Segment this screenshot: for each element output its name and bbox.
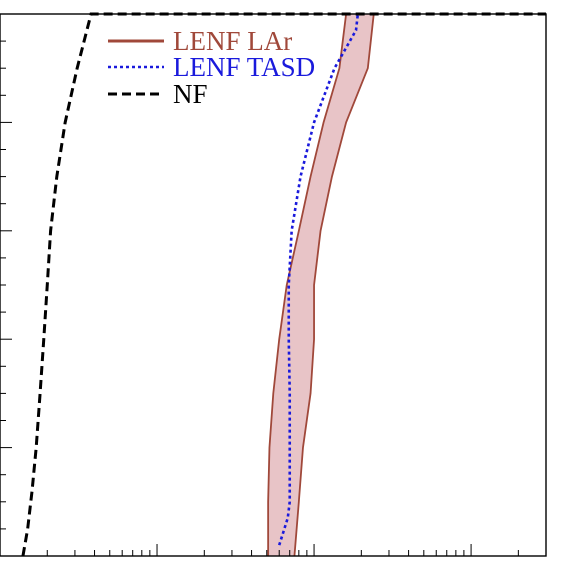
ticks-layer bbox=[0, 13, 547, 557]
series-line-lenf-tasd bbox=[277, 13, 360, 546]
plot-frame bbox=[0, 13, 547, 557]
legend-label-nf: NF bbox=[173, 79, 208, 109]
band-fill-lenf-lar bbox=[268, 14, 374, 556]
series-line-nf bbox=[21, 12, 546, 557]
band-lower-edge-lenf-lar bbox=[267, 13, 347, 556]
legend-label-tasd: LENF TASD bbox=[173, 52, 315, 82]
lines-layer bbox=[21, 12, 546, 557]
legend-label-lar: LENF LAr bbox=[173, 26, 292, 56]
legend: LENF LAr LENF TASD NF bbox=[108, 26, 315, 109]
lar-band-layer bbox=[267, 13, 375, 557]
band-upper-edge-lenf-lar bbox=[293, 13, 375, 557]
